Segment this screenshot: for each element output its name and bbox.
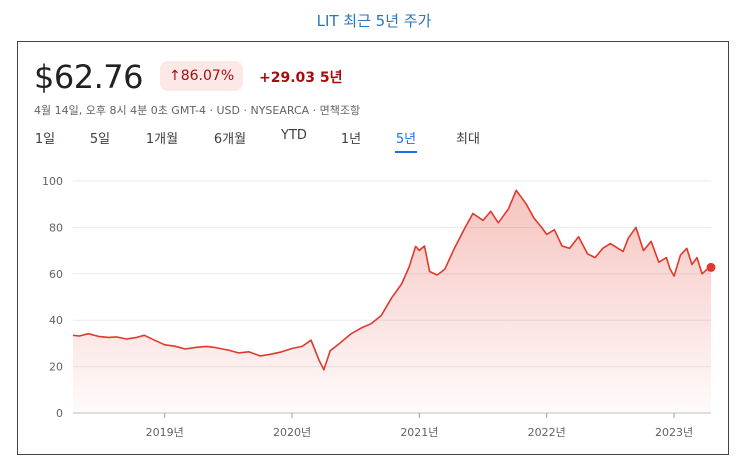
x-tick-label: 2021년 [400,426,438,439]
y-tick-label: 60 [49,268,63,281]
tab-1y[interactable]: 1년 [340,132,362,147]
x-tick-label: 2022년 [528,426,566,439]
percent-change-badge: ↑86.07% [160,61,244,91]
x-tick-label: 2020년 [273,426,311,439]
x-tick-label: 2019년 [146,426,184,439]
arrow-up-icon: ↑ [169,68,181,84]
price-line [72,189,712,371]
y-tick-label: 20 [49,361,63,374]
tab-max[interactable]: 최대 [456,132,480,147]
y-tick-label: 80 [49,221,63,234]
tab-6m[interactable]: 6개월 [213,132,247,147]
tab-5d[interactable]: 5일 [89,132,111,147]
x-tick-label: 2023년 [655,426,693,439]
current-price: $62.76 [34,58,143,96]
price-chart: 0 20 40 60 80 100 2019년 2020년 2021년 2022년 2023년 [42,175,716,439]
stock-card: $62.76 ↑86.07% +29.03 5년 4월 14일, 오후 8시 4… [17,41,729,455]
percent-change-value: 86.07% [180,68,235,84]
absolute-change: +29.03 5년 [259,70,343,86]
y-tick-label: 100 [42,175,63,188]
y-tick-label: 40 [49,314,63,327]
tab-1m[interactable]: 1개월 [145,132,179,147]
tab-1d[interactable]: 1일 [34,132,56,147]
quote-meta: 4월 14일, 오후 8시 4분 0초 GMT-4 · USD · NYSEAR… [34,104,361,117]
range-tabs: 1일 5일 1개월 6개월 YTD 1년 5년 최대 [34,128,483,153]
current-price-dot [706,262,716,272]
chart-caption: LIT 최근 5년 주가 [316,12,432,30]
y-tick-label: 0 [56,407,63,420]
tab-5y[interactable]: 5년 [395,128,417,153]
price-area-fill [73,190,711,413]
tab-ytd[interactable]: YTD [281,128,307,143]
